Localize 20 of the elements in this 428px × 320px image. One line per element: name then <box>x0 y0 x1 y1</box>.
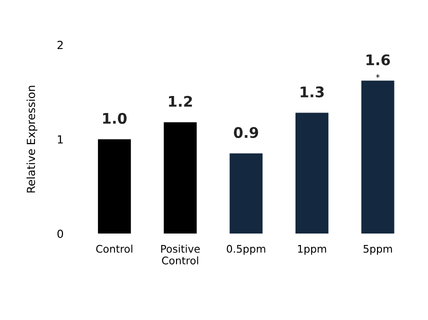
bar <box>164 122 197 234</box>
annotation: * <box>376 74 380 78</box>
data-label: 1.0 <box>103 112 127 124</box>
y-tick-label: 2 <box>58 40 63 50</box>
y-tick-label: 0 <box>57 230 64 238</box>
bar <box>98 139 131 234</box>
data-label: 1.3 <box>300 86 324 98</box>
data-label: 1.2 <box>168 96 192 107</box>
x-tick-label: Positive Control <box>161 244 200 264</box>
bar <box>230 153 263 234</box>
y-axis-title: Relative Expression <box>26 86 38 192</box>
bar <box>361 80 394 234</box>
data-label: 0.9 <box>234 127 258 138</box>
x-tick-label: 5ppm <box>364 245 392 255</box>
x-tick-label: Control <box>96 244 132 253</box>
bar <box>295 112 328 234</box>
data-label: 1.6 <box>366 54 390 66</box>
y-tick-label: 1 <box>58 135 63 144</box>
x-tick-label: 1ppm <box>298 245 326 255</box>
x-tick-label: 0.5ppm <box>226 244 266 255</box>
